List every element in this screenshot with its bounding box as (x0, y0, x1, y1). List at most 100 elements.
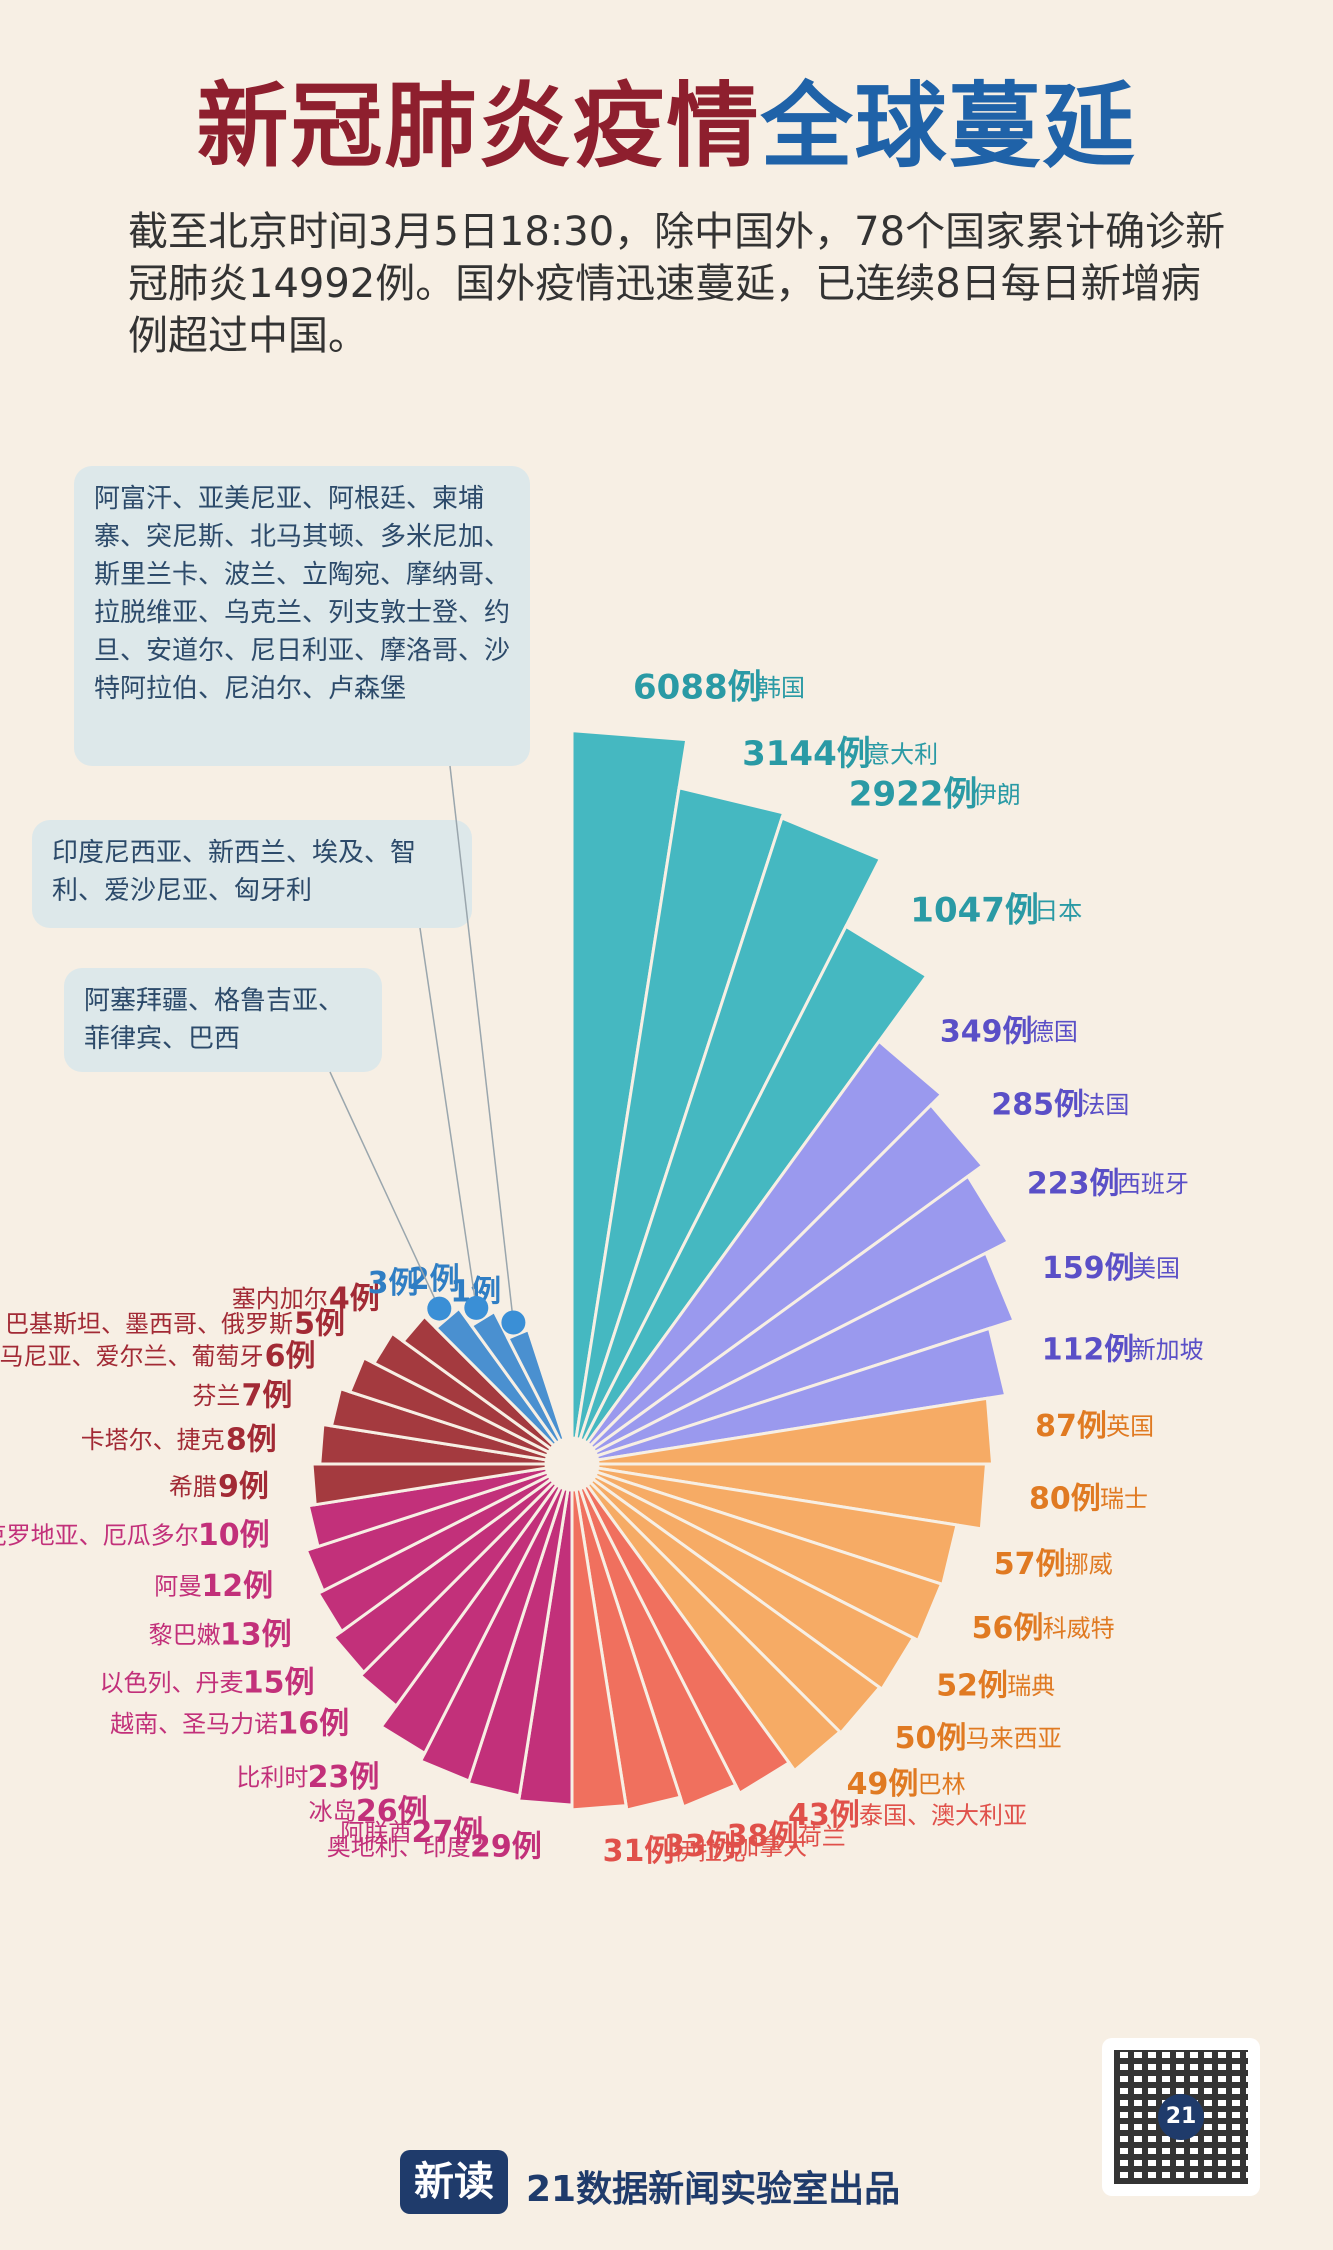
leader-dot-3 (427, 1296, 452, 1321)
value-label-17: 43例 (788, 1798, 860, 1833)
value-label-28: 12例 (201, 1569, 273, 1604)
category-label-32: 芬兰 (192, 1382, 240, 1410)
bar-38 (505, 1327, 566, 1443)
bar-label-33: 6例白俄罗斯、罗马尼亚、爱尔兰、葡萄牙 (0, 1339, 316, 1374)
value-label-34: 5例 (294, 1306, 345, 1341)
bar-label-36: 3例 (368, 1266, 419, 1301)
leader-line-3 (329, 1071, 440, 1309)
title-part-1: 新冠肺炎疫情 (196, 73, 761, 180)
category-label-25: 越南、圣马力诺 (110, 1710, 278, 1738)
value-label-7: 223例 (1027, 1167, 1120, 1202)
category-label-20: 伊拉克 (674, 1838, 746, 1866)
category-label-11: 瑞士 (1100, 1485, 1148, 1513)
bar-label-20: 31例 伊拉克 (603, 1834, 746, 1869)
category-label-15: 马来西亚 (966, 1725, 1062, 1753)
value-label-27: 13例 (220, 1617, 292, 1652)
category-label-23: 冰岛 (309, 1798, 357, 1826)
category-label-16: 巴林 (918, 1771, 966, 1799)
value-label-24: 23例 (308, 1760, 380, 1795)
category-label-35: 塞内加尔 (232, 1285, 328, 1313)
category-label-29: 克罗地亚、厄瓜多尔 (0, 1522, 199, 1550)
value-label-29: 10例 (198, 1518, 270, 1553)
value-label-22: 27例 (412, 1815, 484, 1850)
qr-code: 21 (1102, 2038, 1260, 2196)
qr-badge: 21 (1158, 2094, 1204, 2140)
category-label-4: 日本 (1034, 897, 1082, 925)
value-label-26: 15例 (243, 1666, 315, 1701)
value-label-2: 3144例 (742, 734, 871, 774)
value-label-5: 349例 (940, 1015, 1033, 1050)
category-label-13: 科威特 (1043, 1615, 1115, 1643)
value-label-30: 9例 (218, 1469, 269, 1504)
value-label-3: 2922例 (849, 774, 978, 814)
category-label-21: 奥地利、印度 (327, 1833, 471, 1861)
value-label-8: 159例 (1042, 1251, 1135, 1286)
value-label-14: 52例 (936, 1669, 1008, 1704)
category-label-1: 韩国 (757, 674, 805, 702)
value-label-20: 31例 (603, 1834, 675, 1869)
category-label-3: 伊朗 (973, 781, 1021, 809)
value-label-10: 87例 (1035, 1409, 1107, 1444)
bar-label-11: 80例 瑞士 (1029, 1482, 1148, 1517)
category-label-17: 泰国、澳大利亚 (859, 1802, 1027, 1830)
country-list-bubble-1case: 阿富汗、亚美尼亚、阿根廷、柬埔寨、突尼斯、北马其顿、多米尼加、斯里兰卡、波兰、立… (74, 466, 530, 766)
bar-label-10: 87例 英国 (1035, 1409, 1154, 1444)
value-label-13: 56例 (972, 1611, 1044, 1646)
bar-label-34: 5例阿尔及利亚、巴基斯坦、墨西哥、俄罗斯 (0, 1306, 345, 1341)
country-list-bubble-3case: 阿塞拜疆、格鲁吉亚、菲律宾、巴西 (64, 968, 382, 1072)
value-label-21: 29例 (470, 1829, 542, 1864)
leader-line-2 (419, 927, 478, 1309)
category-label-22: 阿联酋 (340, 1819, 412, 1847)
value-label-11: 80例 (1029, 1482, 1101, 1517)
bar-label-12: 57例 挪威 (994, 1547, 1113, 1582)
bar-label-13: 56例 科威特 (972, 1611, 1115, 1646)
category-label-9: 新加坡 (1132, 1336, 1204, 1364)
bar-label-14: 52例 瑞典 (936, 1669, 1055, 1704)
value-label-12: 57例 (994, 1547, 1066, 1582)
value-label-23: 26例 (356, 1794, 428, 1829)
value-label-1: 6088例 (633, 668, 762, 708)
bar-label-15: 50例 马来西亚 (895, 1721, 1062, 1756)
category-label-14: 瑞典 (1007, 1672, 1055, 1700)
footer-credit: 21数据新闻实验室出品 (526, 2169, 901, 2210)
value-label-18: 38例 (727, 1819, 799, 1854)
leader-dot-1 (501, 1310, 526, 1335)
category-label-33: 白俄罗斯、罗马尼亚、爱尔兰、葡萄牙 (0, 1343, 264, 1371)
country-list-bubble-2case: 印度尼西亚、新西兰、埃及、智利、爱沙尼亚、匈牙利 (32, 820, 472, 928)
value-label-31: 8例 (226, 1422, 277, 1457)
bar-label-17: 43例 泰国、澳大利亚 (788, 1798, 1027, 1833)
bar-label-16: 49例 巴林 (847, 1767, 966, 1802)
value-label-32: 7例 (242, 1378, 293, 1413)
bar-label-18: 38例 荷兰 (727, 1819, 846, 1854)
category-label-28: 阿曼 (154, 1573, 202, 1601)
bar-label-37: 2例 (409, 1262, 460, 1297)
category-label-34: 阿尔及利亚、巴基斯坦、墨西哥、俄罗斯 (0, 1310, 293, 1338)
category-label-31: 卡塔尔、捷克 (81, 1426, 225, 1454)
title-part-2: 全球蔓延 (760, 73, 1137, 180)
value-label-33: 6例 (265, 1339, 316, 1374)
value-label-6: 285例 (991, 1087, 1084, 1122)
category-label-8: 美国 (1132, 1254, 1180, 1282)
page-title: 新冠肺炎疫情全球蔓延 (0, 52, 1333, 185)
category-label-2: 意大利 (866, 741, 938, 769)
value-label-16: 49例 (847, 1767, 919, 1802)
value-label-25: 16例 (277, 1707, 349, 1742)
category-label-7: 西班牙 (1117, 1170, 1189, 1198)
value-label-35: 4例 (329, 1281, 380, 1316)
